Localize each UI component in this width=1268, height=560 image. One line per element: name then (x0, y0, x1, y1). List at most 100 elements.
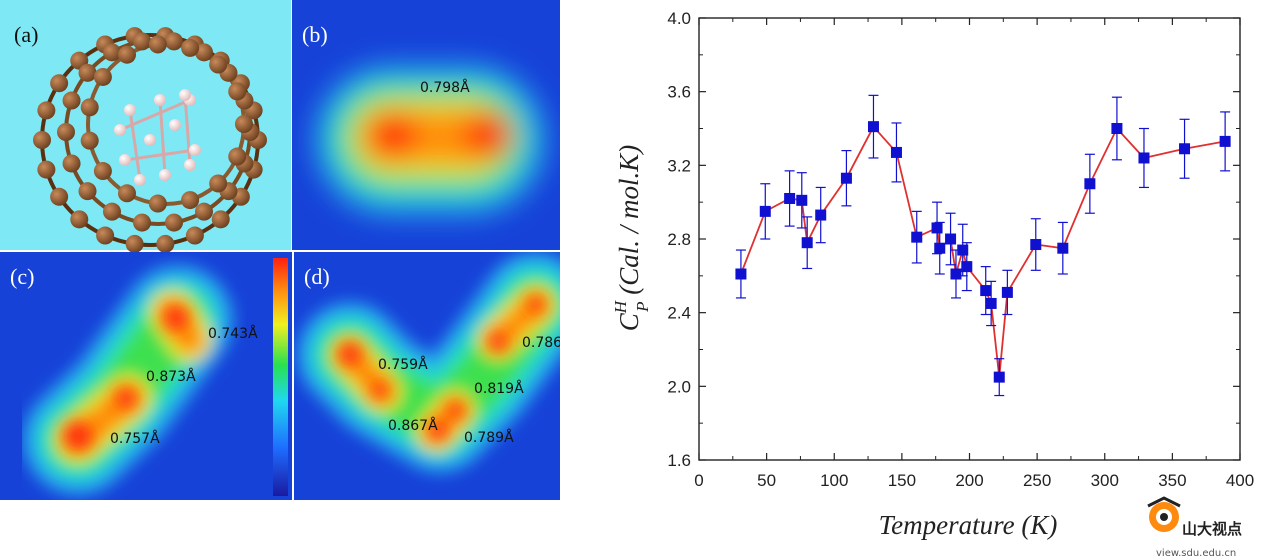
y-tick-label: 2.0 (667, 377, 691, 396)
hydrogen-atom (189, 144, 201, 156)
hydrogen-atom (144, 134, 156, 146)
carbon-atom (103, 43, 121, 62)
heat-capacity-chart: 0 50 100 150 200 250 300 350 400 1.6 2.0 2.4 2.8 3.2 3… (611, 9, 1254, 559)
data-point (735, 268, 747, 280)
data-point (1219, 135, 1231, 147)
carbon-atom (133, 32, 152, 51)
bond-label: 0.789Å (464, 429, 514, 446)
x-tick-label: 350 (1158, 471, 1186, 490)
data-point (890, 146, 902, 158)
carbon-atom (80, 98, 99, 117)
carbon-atom (78, 63, 97, 82)
bond-label: 0.786Å (522, 334, 560, 351)
carbon-atom (228, 147, 247, 166)
carbon-atom (156, 234, 175, 253)
panel-d-density-map: (d) 0.759Å 0.786Å 0.819Å 0.867Å 0.789Å (294, 252, 560, 500)
panel-b-label: (b) (302, 22, 328, 47)
carbon-atom (181, 191, 200, 210)
y-tick-label: 2.4 (667, 304, 691, 323)
x-tick-label: 400 (1226, 471, 1254, 490)
y-tick-label: 2.8 (667, 230, 691, 249)
x-tick-label: 250 (1023, 471, 1051, 490)
density-panels-figure: (a) (b) 0.798Å ( (0, 0, 560, 500)
carbon-atom (70, 210, 89, 229)
y-axis-symbol: C (614, 312, 644, 331)
carbon-atom (133, 213, 152, 232)
carbon-atom (185, 226, 204, 245)
data-point (1057, 242, 1069, 254)
hydrogen-cluster (119, 94, 196, 181)
carbon-atom (181, 38, 200, 57)
carbon-atom (195, 43, 213, 62)
carbon-atom (80, 131, 99, 150)
y-tick-label: 1.6 (667, 451, 691, 470)
data-point (980, 285, 992, 297)
data-points (735, 121, 1231, 383)
chart-ticks: 0 50 100 150 200 250 300 350 400 1.6 2.0 2.4 2.8 3.2 3… (667, 9, 1254, 490)
carbon-atom (209, 55, 228, 74)
hydrogen-atom (114, 124, 126, 136)
watermark-logo: 山大视点 view.sdu.edu.cn (1147, 496, 1242, 559)
carbon-atom (93, 162, 112, 181)
carbon-atom (37, 160, 56, 179)
data-point (945, 233, 957, 245)
y-axis-title: CH P (Cal. / mol.K) (611, 145, 652, 331)
carbon-atom (118, 184, 136, 203)
bond-label: 0.743Å (208, 325, 258, 342)
hydrogen-atom (154, 94, 166, 106)
carbon-atoms (33, 27, 267, 253)
carbon-atom (96, 226, 115, 245)
data-point (934, 242, 946, 254)
y-axis-subscript: P (633, 302, 652, 313)
bond-label: 0.798Å (420, 79, 470, 96)
data-point (840, 172, 852, 184)
data-point (1179, 143, 1191, 155)
carbon-atom (195, 202, 213, 221)
panel-b-density-map: (b) 0.798Å (292, 0, 560, 250)
y-axis-units: (Cal. / mol.K) (614, 145, 644, 302)
chart-axes (698, 17, 1241, 461)
data-point (801, 237, 813, 249)
data-point (759, 205, 771, 217)
data-point (1001, 286, 1013, 298)
data-point (985, 297, 997, 309)
data-point (961, 261, 973, 273)
bond-label: 0.873Å (146, 368, 196, 385)
y-tick-label: 3.2 (667, 156, 691, 175)
hydrogen-atom (134, 174, 146, 186)
series-polyline (740, 125, 1226, 378)
plot-frame (698, 17, 1241, 461)
hydrogen-atom (119, 154, 131, 166)
watermark-text: 山大视点 (1182, 520, 1242, 538)
data-point (796, 194, 808, 206)
carbon-atom (50, 74, 69, 93)
data-point (1084, 178, 1096, 190)
panel-c-density-map: (c) 0.743Å 0.873Å 0.757Å (0, 252, 292, 500)
carbon-atom (211, 210, 230, 229)
panel-c-label: (c) (10, 264, 34, 289)
carbon-atom (57, 123, 75, 141)
carbon-atom (62, 91, 81, 110)
hydrogen-atoms (114, 89, 201, 186)
data-point (957, 244, 969, 256)
data-point (1030, 239, 1042, 251)
carbon-atom (93, 67, 112, 86)
bond-label: 0.759Å (378, 356, 428, 373)
carbon-atom (62, 154, 81, 173)
watermark-url: view.sdu.edu.cn (1156, 548, 1236, 559)
hydrogen-atom (124, 104, 136, 116)
carbon-atom (148, 35, 167, 54)
x-tick-label: 0 (694, 471, 703, 490)
bond-label: 0.819Å (474, 380, 524, 397)
data-point (867, 121, 879, 133)
panel-a-label: (a) (14, 22, 38, 47)
carbon-atom (118, 45, 136, 64)
carbon-atom (164, 32, 183, 51)
carbon-atom (50, 187, 69, 206)
y-axis-superscript: H (611, 299, 630, 314)
data-point (784, 192, 796, 204)
data-point (815, 209, 827, 221)
data-point (950, 268, 962, 280)
bond-label: 0.757Å (110, 430, 160, 447)
hydrogen-atom (159, 169, 171, 181)
